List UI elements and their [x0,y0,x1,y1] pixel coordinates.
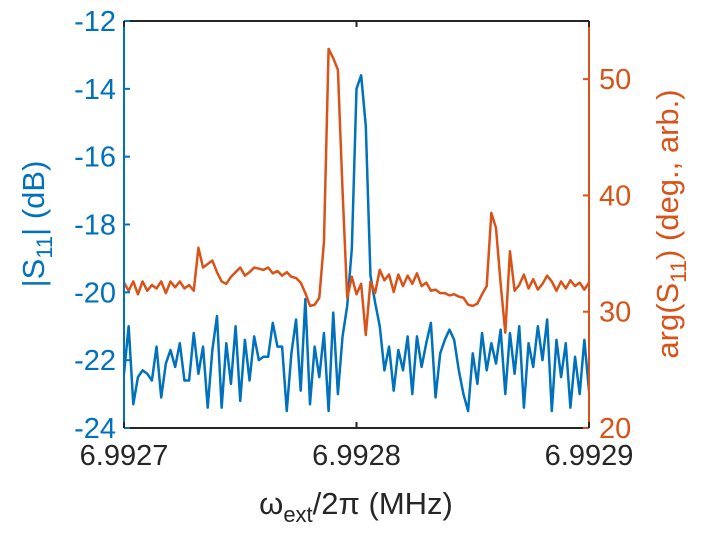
x-tick-label: 6.9928 [312,440,401,472]
x-axis-label-sub: ext [283,502,312,527]
x-tick-label: 6.9929 [545,440,634,472]
x-tick-label: 6.9927 [80,440,169,472]
right-y-tick-label: 50 [599,64,631,96]
left-y-axis-label-sub: 11 [32,236,57,259]
left-y-tick-label: -18 [74,210,116,242]
left-y-axis-label: |S11| (dB) [16,161,57,288]
left-y-tick-label: -12 [74,6,116,38]
right-y-tick-label: 30 [599,297,631,329]
right-y-tick-label: 40 [599,180,631,212]
left-y-tick-label: -16 [74,142,116,174]
left-y-tick-label: -14 [74,74,116,106]
left-y-axis-label-pre: |S [16,259,51,288]
x-axis-label-rest: /2π (MHz) [313,486,453,521]
right-y-axis-label-sub: 11 [666,260,691,283]
right-y-axis-label: arg(S11) (deg., arb.) [650,89,691,358]
x-axis-label: ωext/2π (MHz) [259,486,453,527]
left-y-tick-label: -24 [74,413,116,445]
left-y-tick-label: -20 [74,277,116,309]
x-axis-label-main: ω [259,486,283,521]
right-y-axis-label-pre: arg(S [650,283,685,359]
right-y-tick-label: 20 [599,413,631,445]
left-y-tick-label: -22 [74,345,116,377]
left-axis-series-line [124,74,589,413]
left-y-axis-label-post: | (dB) [16,161,51,236]
right-y-axis-label-post: ) (deg., arb.) [650,89,685,260]
right-axis-series-line [124,47,589,337]
